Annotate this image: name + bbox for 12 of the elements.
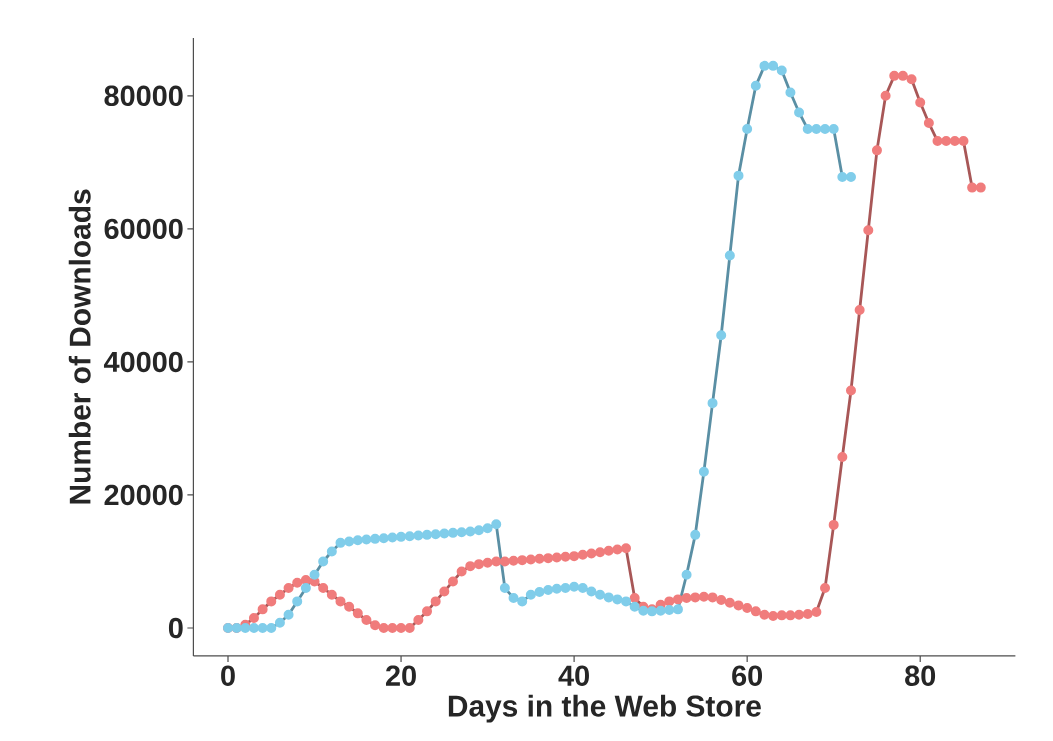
y-tick-label: 80000 <box>104 85 183 107</box>
x-tick-label: 60 <box>732 665 763 686</box>
x-tick-label: 40 <box>558 665 589 686</box>
x-tick-label: 20 <box>385 665 416 686</box>
y-tick-label: 20000 <box>104 484 183 506</box>
x-tick-label: 0 <box>221 665 235 686</box>
x-axis-title: Days in the Web Store <box>448 694 761 723</box>
y-tick-label: 40000 <box>103 351 183 373</box>
y-tick-label: 0 <box>168 617 183 639</box>
x-tick-label: 80 <box>905 665 936 686</box>
y-axis-title: Number of Downloads <box>68 189 91 504</box>
y-tick-label: 60000 <box>104 218 183 240</box>
